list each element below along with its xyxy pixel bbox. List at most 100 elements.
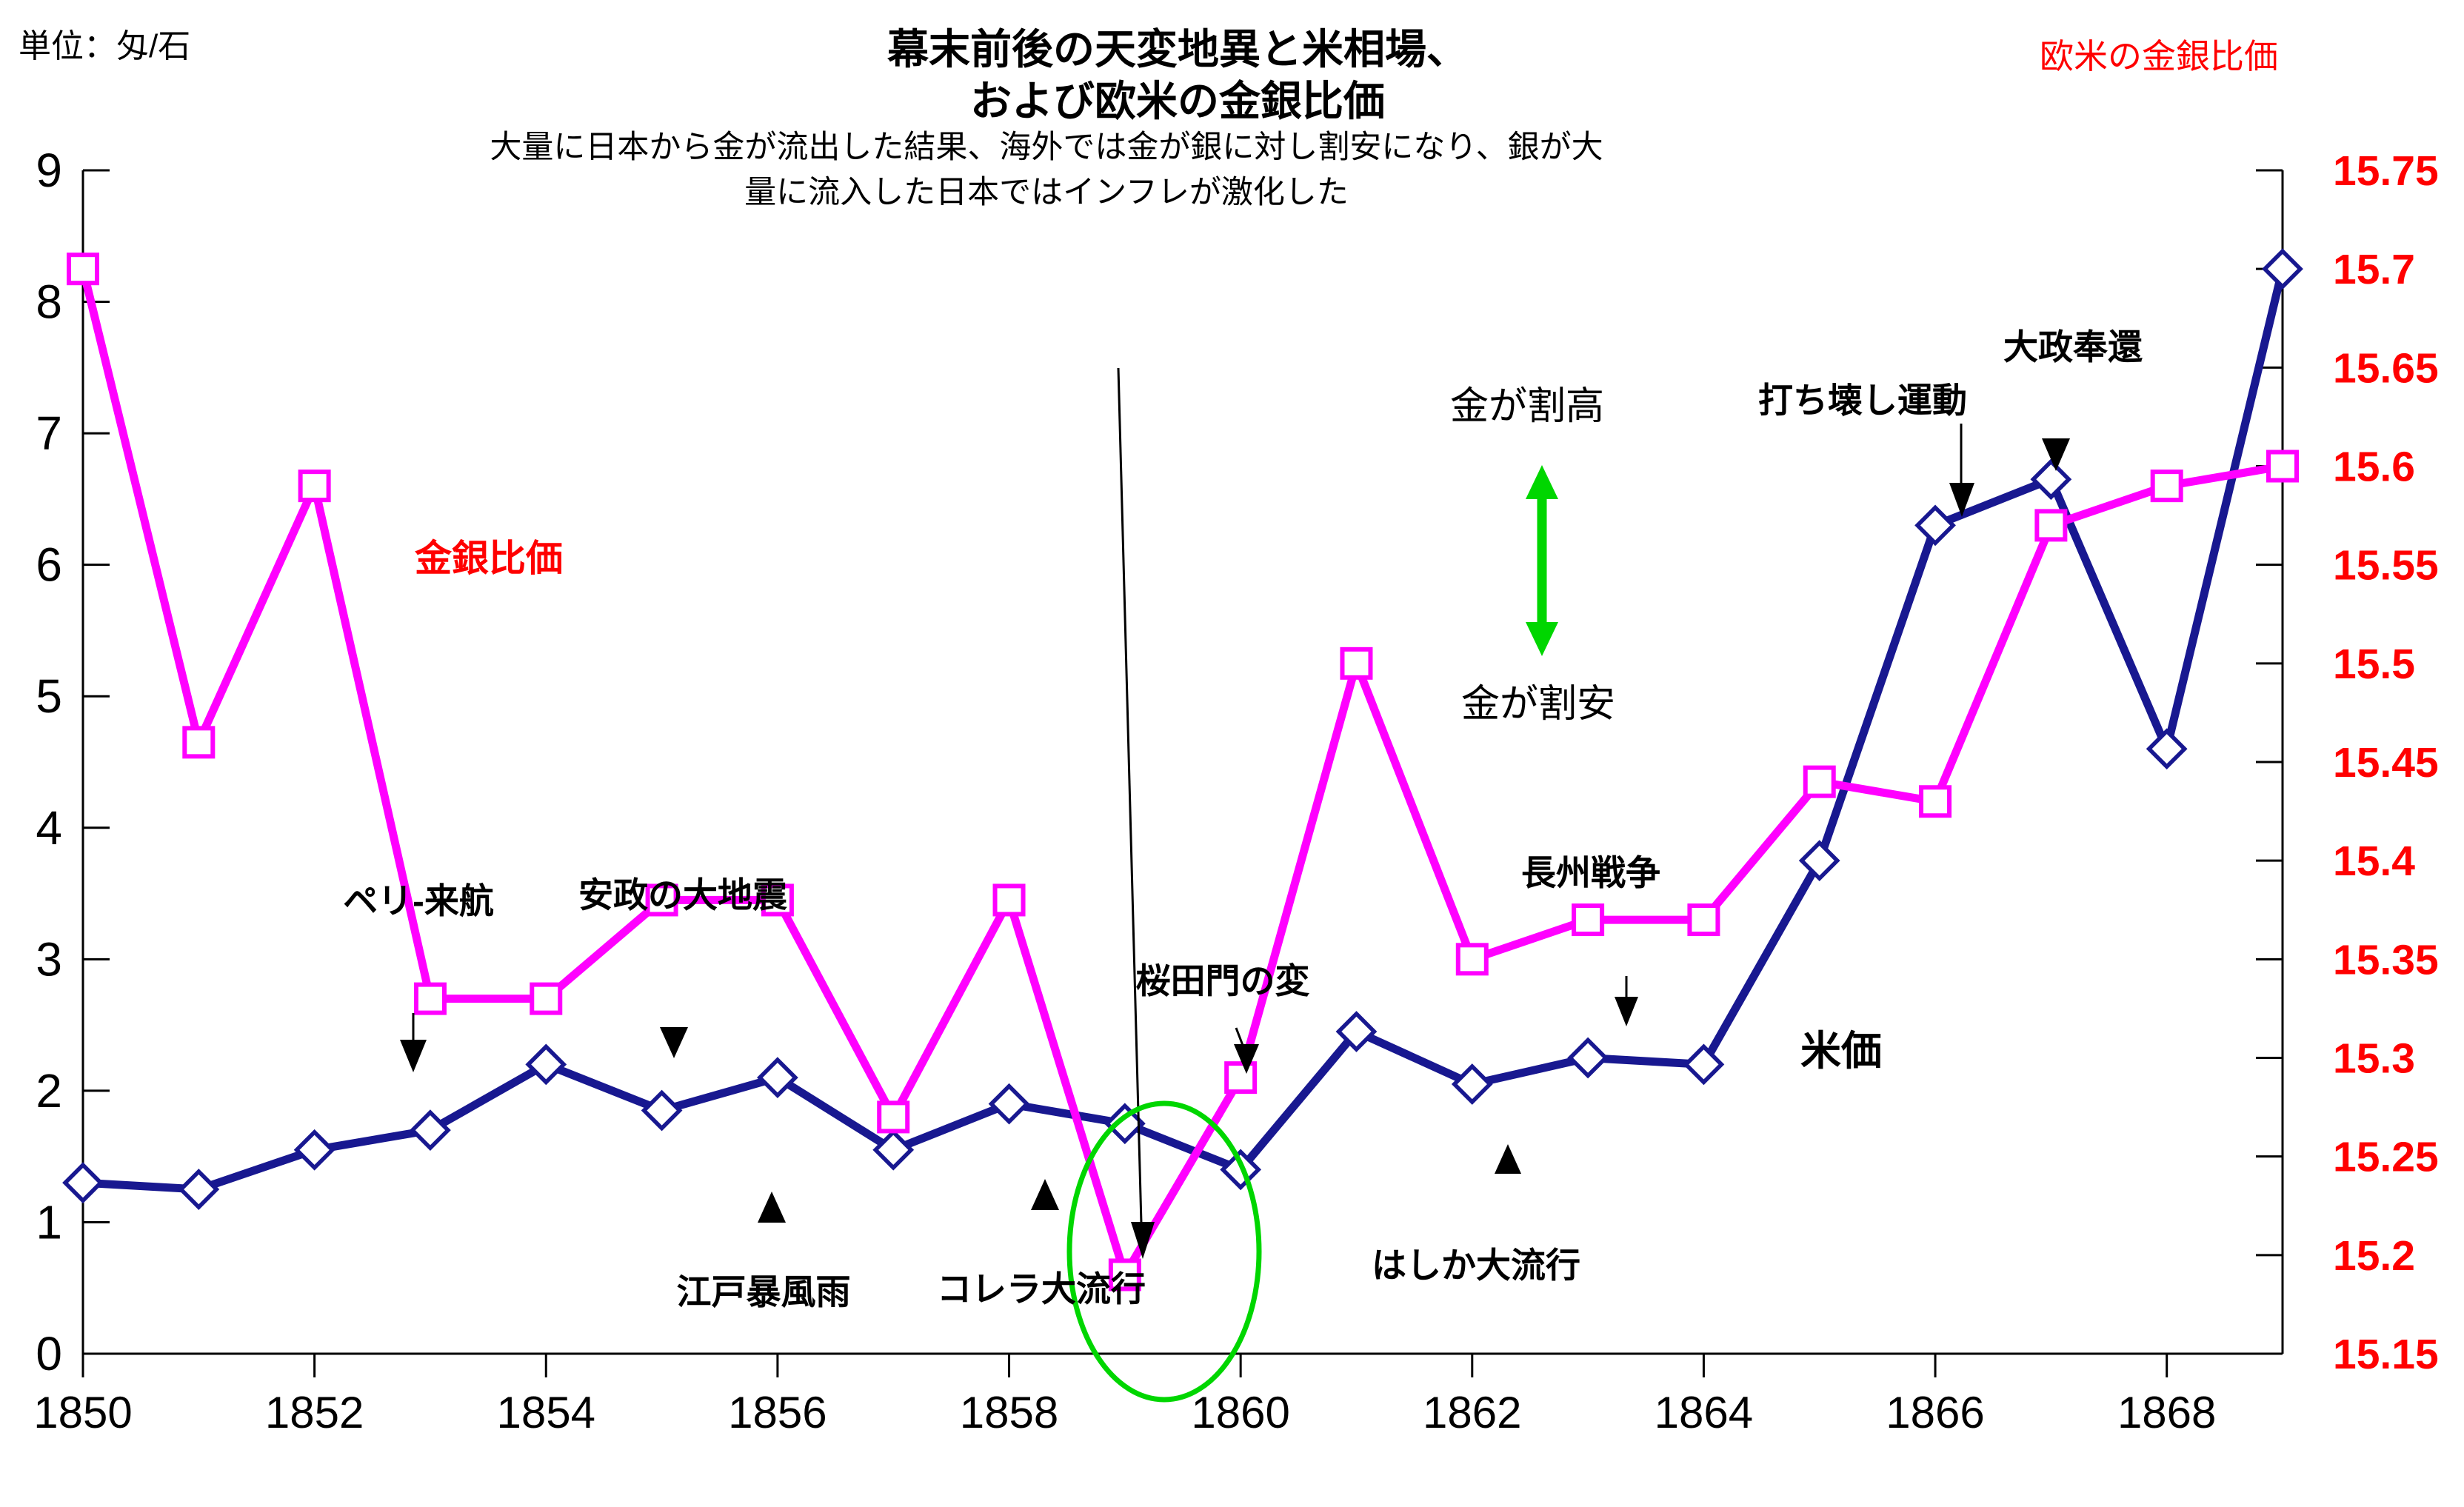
taisei-marker	[2042, 438, 2070, 471]
event-label-edo-storm: 江戸暴風雨	[676, 1272, 851, 1311]
right-axis-title: 欧米の金銀比価	[2040, 37, 2278, 76]
event-label-measles: はしか大流行	[1372, 1246, 1580, 1285]
x-axis-tick-label: 1858	[960, 1388, 1058, 1437]
gold-spread-arrow-head-up	[1526, 465, 1558, 499]
right-axis-tick-label: 15.35	[2333, 936, 2439, 983]
marker-square	[1455, 943, 1489, 976]
gold-expensive-label: 金が割高	[1449, 385, 1605, 428]
event-label-ansei-quake: 安政の大地震	[578, 875, 787, 915]
marker-square	[1224, 1061, 1258, 1095]
gold-cheap-label: 金が割安	[1460, 683, 1616, 726]
marker-square	[2266, 450, 2299, 483]
right-axis-tick-label: 15.15	[2333, 1331, 2439, 1378]
marker-square	[413, 982, 447, 1015]
chart-title-line2: および欧米の金銀比価	[970, 78, 1385, 124]
marker-diamond	[2262, 248, 2303, 290]
measles-marker	[1495, 1144, 1521, 1174]
edo-storm-marker	[758, 1192, 786, 1223]
marker-square	[1572, 903, 1605, 937]
event-label-taisei-hokan: 大政奉還	[2003, 327, 2143, 367]
left-axis-tick-label: 6	[36, 538, 62, 592]
x-axis-tick-label: 1862	[1423, 1388, 1521, 1437]
x-axis-tick-label: 1860	[1191, 1388, 1289, 1437]
note-line2: 量に流入した日本ではインフレが激化した	[744, 175, 1349, 210]
marker-square	[1340, 646, 1373, 680]
left-axis-unit-label: 単位：匁/石	[19, 28, 191, 64]
marker-diamond	[62, 1162, 104, 1204]
right-axis-tick-label: 15.5	[2333, 641, 2415, 688]
note-line1: 大量に日本から金が流出した結果、海外では金が銀に対し割安になり、銀が大	[490, 130, 1603, 165]
marker-square	[761, 883, 794, 917]
left-axis-tick-label: 3	[36, 932, 62, 986]
right-axis-tick-label: 15.25	[2333, 1134, 2439, 1181]
marker-diamond	[641, 1089, 683, 1132]
perry-arrow-head	[400, 1040, 427, 1072]
left-axis-tick-label: 1	[36, 1195, 62, 1249]
marker-square	[1803, 765, 1836, 798]
left-axis-tick-label: 8	[36, 275, 62, 329]
right-axis-tick-label: 15.7	[2333, 246, 2415, 293]
event-label-cholera: コレラ大流行	[937, 1269, 1146, 1309]
series	[62, 248, 2303, 1292]
marker-square	[298, 470, 331, 503]
marker-diamond	[178, 1169, 220, 1210]
left-axis-tick-label: 9	[36, 144, 62, 197]
marker-diamond	[1798, 840, 1840, 882]
uchikowashi-arrow-head	[1949, 483, 1974, 517]
annotation-shapes	[400, 367, 2070, 1403]
series-line-kinginhika	[79, 264, 2287, 1279]
event-label-sakuradamon: 桜田門の変	[1135, 961, 1310, 1000]
gold-spread-arrow-head-down	[1526, 622, 1558, 656]
marker-square	[67, 253, 99, 286]
right-axis-tick-label: 15.3	[2333, 1035, 2415, 1083]
x-axis-tick-label: 1850	[33, 1388, 132, 1437]
sakuradamon-arrow-shaft	[1235, 1027, 1245, 1048]
note-leader-arrow-head	[1131, 1222, 1155, 1259]
right-axis-tick-label: 15.55	[2333, 542, 2439, 589]
left-axis-tick-label: 4	[36, 801, 62, 855]
marker-diamond	[1104, 1103, 1146, 1145]
marker-diamond	[1683, 1043, 1725, 1086]
right-axis-tick-label: 15.75	[2333, 147, 2439, 195]
marker-diamond	[1335, 1011, 1378, 1052]
left-axis-tick-label: 5	[36, 669, 62, 723]
chart-title-line1: 幕末前後の天変地異と米相場、	[887, 26, 1468, 73]
cholera-marker	[1031, 1179, 1059, 1210]
marker-square	[645, 883, 678, 917]
right-axis-tick-label: 15.2	[2333, 1232, 2415, 1280]
marker-diamond	[410, 1109, 451, 1152]
marker-diamond	[872, 1129, 915, 1171]
sakuradamon-arrow-head	[1234, 1044, 1259, 1074]
right-axis-tick-label: 15.65	[2333, 344, 2439, 392]
marker-square	[2150, 470, 2183, 503]
left-axis-tick-label: 0	[36, 1327, 62, 1380]
rice-series-label: 米価	[1800, 1028, 1883, 1074]
crash-highlight-circle	[1066, 1100, 1262, 1403]
ansei-marker	[660, 1027, 688, 1058]
marker-square	[877, 1100, 910, 1134]
right-axis-tick-label: 15.4	[2333, 838, 2415, 885]
marker-diamond	[525, 1043, 567, 1086]
marker-diamond	[2030, 458, 2072, 501]
x-axis-tick-label: 1864	[1655, 1388, 1753, 1437]
marker-square	[1919, 785, 1952, 818]
marker-diamond	[2146, 728, 2188, 770]
x-axis-tick-label: 1856	[728, 1388, 827, 1437]
x-axis-tick-label: 1868	[2117, 1388, 2216, 1437]
marker-diamond	[293, 1129, 335, 1171]
marker-square	[2034, 509, 2068, 542]
right-axis-tick-label: 15.45	[2333, 739, 2439, 786]
axes: 9 8 7 6 5 4 3 2 1 0 15.75 15.7 15.65 15.6 15.55 15.5 15.…	[33, 144, 2438, 1437]
marker-diamond	[1567, 1037, 1609, 1079]
event-label-perry: ペリ-来航	[343, 881, 494, 920]
event-label-choshu-war: 長州戦争	[1521, 853, 1660, 892]
right-axis-tick-label: 15.6	[2333, 444, 2415, 491]
event-label-uchikowashi: 打ち壊し運動	[1758, 381, 1967, 420]
series-line-beika	[79, 264, 2287, 1194]
gin-series-label: 金銀比価	[415, 538, 563, 579]
marker-square	[530, 982, 563, 1015]
marker-square	[182, 726, 216, 759]
left-axis-tick-label: 7	[36, 407, 62, 460]
